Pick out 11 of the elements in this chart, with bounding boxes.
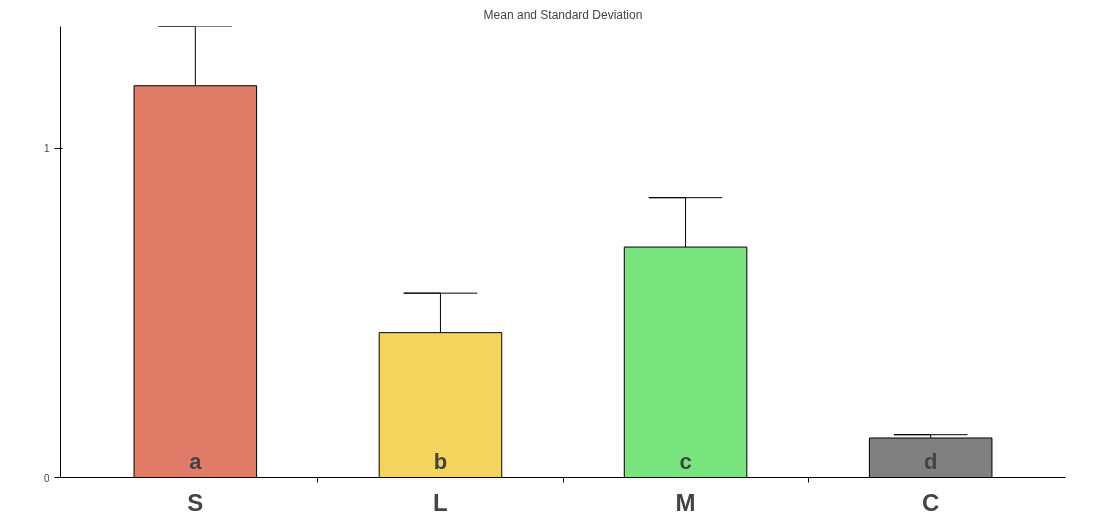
annotation: d [923,448,938,474]
x-tick-label: S [187,488,204,516]
y-tick-label: 1 [43,143,50,155]
chart-title: Mean and Standard Deviation [483,7,643,22]
y-tick-label: 0 [43,472,50,484]
annotation: c [679,448,692,474]
x-tick-label: M [675,488,696,516]
annotation: b [433,448,448,474]
x-tick-label: C [922,488,940,516]
annotation: a [189,448,203,474]
x-tick-label: L [433,488,448,516]
